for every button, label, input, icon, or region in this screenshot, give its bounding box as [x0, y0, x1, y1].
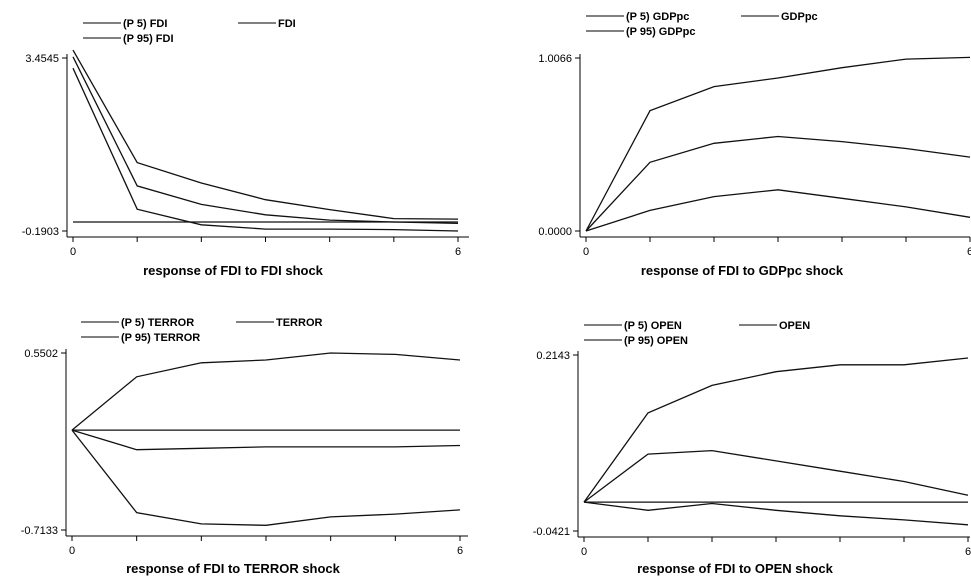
y-tick-label: 1.0066	[538, 53, 572, 65]
series-line--p-5-gdppc	[585, 189, 971, 232]
series-line--p-95-gdppc	[585, 56, 971, 232]
series-line-open	[583, 449, 969, 503]
x-tick-label: 0	[70, 246, 76, 258]
legend: (P 5) GDPpc GDPpc (P 95) GDPpc	[586, 11, 818, 38]
y-tick-label: 0.5502	[24, 348, 58, 360]
legend: (P 5) TERROR TERROR (P 95) TERROR	[81, 317, 323, 344]
chart-title: response of FDI to TERROR shock	[126, 561, 341, 576]
legend-entry: FDI	[278, 18, 296, 30]
chart-title: response of FDI to GDPpc shock	[641, 263, 844, 278]
legend-entry: (P 5) OPEN	[624, 320, 682, 332]
chart-panel-1: 3.4545 -0.1903 0 6 (P 5) FDI FDI (P 95) FDI res…	[22, 18, 469, 278]
y-tick-label: -0.1903	[22, 226, 59, 238]
x-tick-label: 0	[69, 545, 75, 557]
series-line-terror	[71, 429, 461, 451]
legend-entry: (P 5) TERROR	[121, 317, 194, 329]
legend-entry: (P 95) TERROR	[121, 332, 200, 344]
legend-entry: (P 95) GDPpc	[626, 26, 696, 38]
y-tick-label: 0.0000	[538, 226, 572, 238]
chart-panel-2: 1.0066 0.0000 0 6 (P 5) GDPpc GDPpc (P 95) GDP…	[538, 11, 971, 278]
legend-entry: (P 5) FDI	[123, 18, 167, 30]
chart-panel-4: 0.2143 -0.0421 0 6 (P 5) OPEN OPEN (P 95) OPEN…	[533, 320, 971, 576]
series-line--p-5-terror	[71, 429, 461, 526]
y-tick-label: 3.4545	[25, 53, 59, 65]
x-tick-label: 6	[967, 246, 971, 258]
chart-title: response of FDI to FDI shock	[143, 263, 324, 278]
y-tick-label: -0.7133	[21, 525, 58, 537]
y-tick-label: 0.2143	[536, 350, 570, 362]
series-line-fdi	[72, 56, 459, 225]
legend-entry: GDPpc	[781, 11, 818, 23]
y-tick-label: -0.0421	[533, 526, 570, 538]
series-line--p-95-open	[583, 357, 969, 503]
legend-entry: (P 95) OPEN	[624, 335, 688, 347]
legend: (P 5) FDI FDI (P 95) FDI	[83, 18, 296, 45]
x-tick-label: 6	[457, 545, 463, 557]
series-line-gdppc	[585, 135, 971, 232]
x-tick-label: 6	[455, 246, 461, 258]
series-line--p-95-terror	[71, 352, 461, 431]
legend: (P 5) OPEN OPEN (P 95) OPEN	[584, 320, 810, 347]
x-tick-label: 0	[581, 546, 587, 558]
x-tick-label: 6	[965, 546, 971, 558]
chart-title: response of FDI to OPEN shock	[637, 561, 834, 576]
legend-entry: OPEN	[779, 320, 810, 332]
legend-entry: (P 5) GDPpc	[626, 11, 689, 23]
series-line--p-5-fdi	[72, 67, 459, 232]
x-tick-label: 0	[583, 246, 589, 258]
legend-entry: (P 95) FDI	[123, 33, 174, 45]
series-line--p-95-fdi	[72, 49, 459, 220]
legend-entry: TERROR	[276, 317, 323, 329]
series-line--p-5-open	[583, 501, 969, 526]
chart-panel-3: 0.5502 -0.7133 0 6 (P 5) TERROR TERROR (P 95) …	[21, 317, 468, 576]
